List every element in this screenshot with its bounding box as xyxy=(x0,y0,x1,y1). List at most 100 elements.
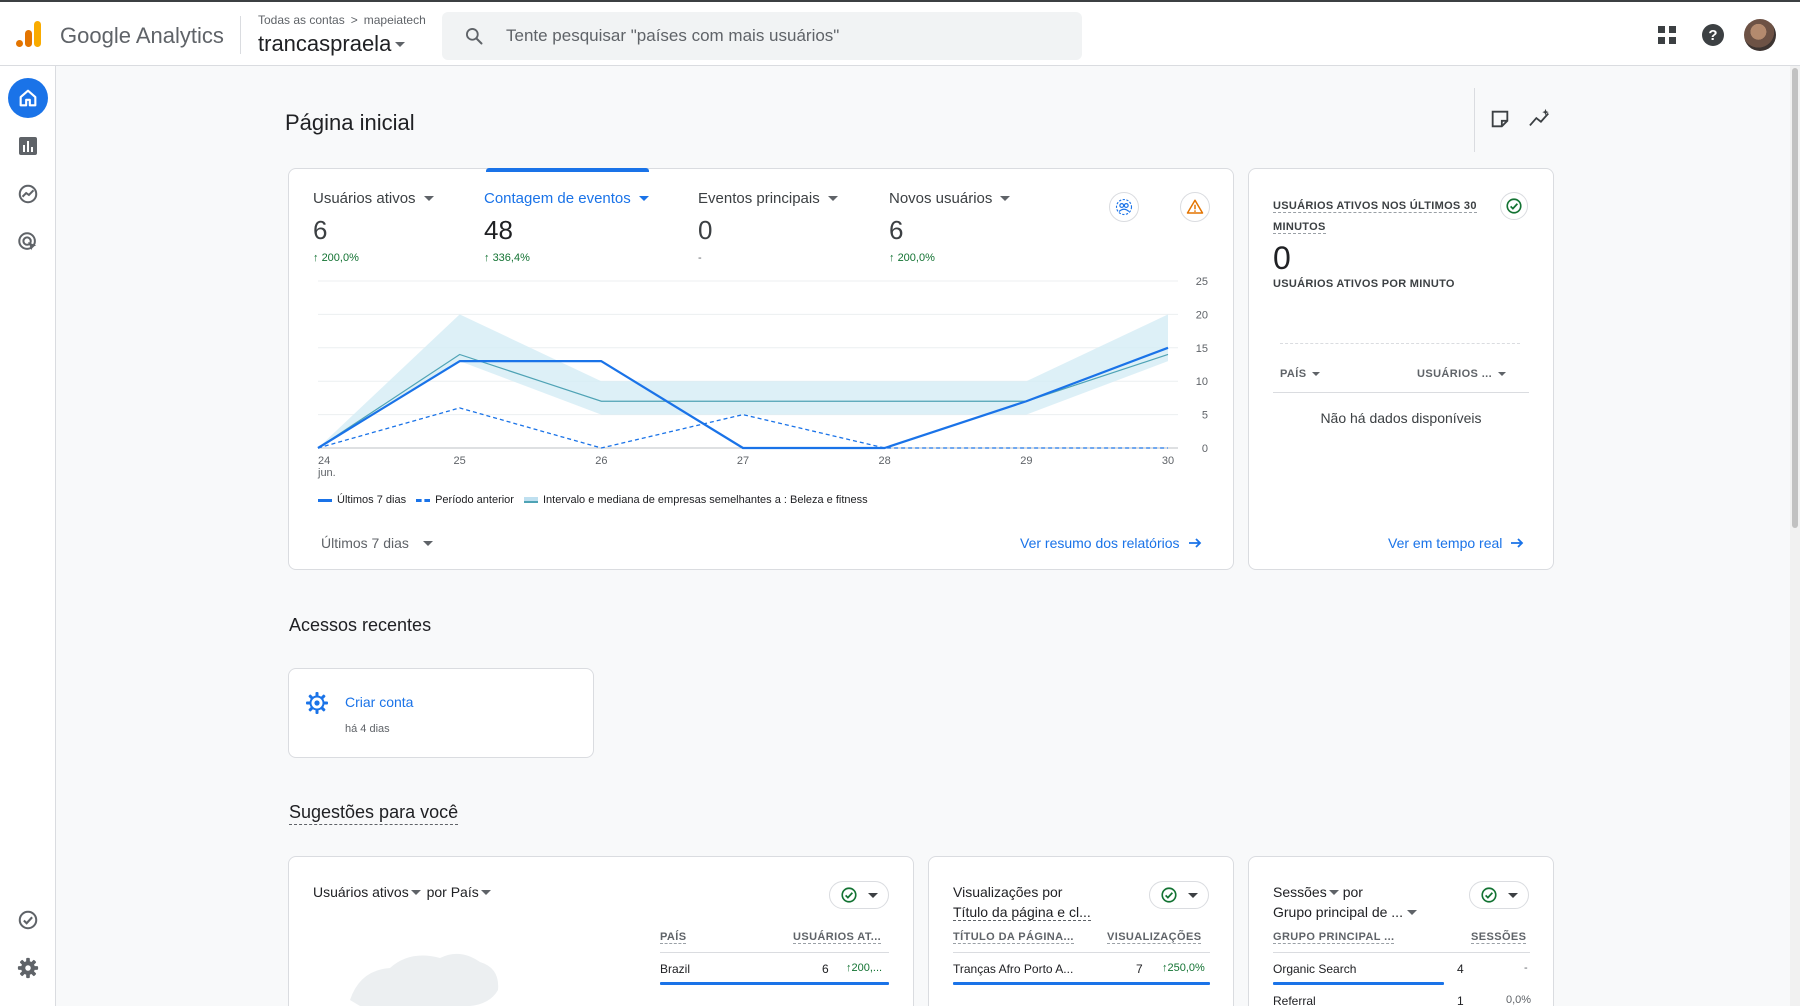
date-range-selector[interactable]: Últimos 7 dias xyxy=(321,535,433,551)
nav-admin-checklist[interactable] xyxy=(8,900,48,940)
help-icon[interactable]: ? xyxy=(1700,22,1726,48)
property-selector[interactable]: trancaspraela xyxy=(258,31,406,57)
table-row-delta: 0,0% xyxy=(1506,994,1532,1006)
metric-value: 6 xyxy=(313,215,328,245)
recent-access-card[interactable] xyxy=(288,668,594,758)
caret-down-icon[interactable] xyxy=(1406,910,1417,915)
metric-active-users[interactable]: Usuários ativos 6 ↑ 200,0% xyxy=(313,190,434,264)
col-label: VISUALIZAÇÕES xyxy=(1107,931,1202,944)
apps-grid-icon[interactable] xyxy=(1654,22,1680,48)
table-row-name: Brazil xyxy=(660,962,691,976)
insights-icon[interactable] xyxy=(1527,106,1553,132)
metric-selector[interactable]: Visualizações por xyxy=(953,884,1063,900)
check-circle-icon xyxy=(841,887,857,903)
table-col-sessions[interactable]: SESSÕES xyxy=(1471,931,1527,944)
realtime-table-rule xyxy=(1273,392,1529,393)
caret-down-icon[interactable] xyxy=(1328,890,1339,895)
world-map xyxy=(350,953,499,1006)
recent-item-label[interactable]: Criar conta xyxy=(345,694,414,710)
breadcrumb-account[interactable]: mapeiatech xyxy=(363,13,426,27)
table-col-country[interactable]: PAÍS xyxy=(660,931,687,944)
col-label: SESSÕES xyxy=(1471,931,1527,944)
active-metric-indicator xyxy=(486,168,649,172)
page-scrollbar[interactable] xyxy=(1790,66,1800,1006)
caret-down-icon[interactable] xyxy=(1000,196,1011,201)
metric-selector[interactable]: Usuários ativos xyxy=(313,884,409,900)
suggestion-card-title[interactable]: Visualizações por Título da página e cl.… xyxy=(953,882,1091,922)
nav-advertising[interactable] xyxy=(8,222,48,262)
nav-home[interactable] xyxy=(8,78,48,118)
recent-item-time: há 4 dias xyxy=(345,723,390,735)
metric-label: Contagem de eventos xyxy=(484,190,631,207)
table-col-views[interactable]: VISUALIZAÇÕES xyxy=(1107,931,1202,944)
realtime-col-country[interactable]: PAÍS xyxy=(1280,368,1321,380)
suggestion-card-title[interactable]: Sessões por Grupo principal de ... xyxy=(1273,882,1417,922)
suggestion-card-title[interactable]: Usuários ativos por País xyxy=(313,882,491,902)
benchmark-button[interactable] xyxy=(1109,192,1139,222)
table-col-users[interactable]: USUÁRIOS AT... xyxy=(793,931,882,944)
caret-down-icon[interactable] xyxy=(827,196,838,201)
delta-value: 200,0% xyxy=(897,252,935,264)
metric-delta: ↑ 200,0% xyxy=(313,252,434,264)
nav-explore[interactable] xyxy=(8,174,48,214)
caret-down-icon xyxy=(1312,372,1321,376)
delta-value: 250,0% xyxy=(1167,962,1205,974)
arrow-right-icon xyxy=(1511,538,1524,548)
user-avatar[interactable] xyxy=(1744,19,1776,51)
scrollbar-thumb[interactable] xyxy=(1792,68,1798,528)
table-row-value: 4 xyxy=(1457,962,1464,976)
notes-icon[interactable] xyxy=(1487,106,1513,132)
dimension-selector[interactable]: Grupo principal de ... xyxy=(1273,904,1403,920)
card-options-pill[interactable] xyxy=(1469,881,1529,909)
metric-event-count[interactable]: Contagem de eventos 48 ↑ 336,4% xyxy=(484,190,649,264)
bar-chart-icon xyxy=(19,137,37,155)
realtime-col-users[interactable]: USUÁRIOS ... xyxy=(1417,368,1507,380)
table-row-delta: ↑200,... xyxy=(846,962,882,974)
caret-down-icon xyxy=(868,892,878,898)
arrow-up-icon: ↑ xyxy=(889,252,895,264)
title-connector: por xyxy=(1342,884,1363,900)
metric-new-users[interactable]: Novos usuários 6 ↑ 200,0% xyxy=(889,190,1011,264)
breadcrumb[interactable]: Todas as contas > mapeiatech xyxy=(258,13,426,27)
caret-down-icon[interactable] xyxy=(423,196,434,201)
nav-settings[interactable] xyxy=(8,948,48,988)
metric-key-events[interactable]: Eventos principais 0 - xyxy=(698,190,838,264)
metric-label: Novos usuários xyxy=(889,190,993,207)
gear-icon xyxy=(17,957,39,979)
legend-swatch-dashed xyxy=(416,498,431,502)
legend-swatch-solid xyxy=(318,498,332,502)
legend-item-benchmark: Intervalo e mediana de empresas semelhan… xyxy=(523,494,868,506)
card-options-pill[interactable] xyxy=(829,881,889,909)
caret-down-icon[interactable] xyxy=(480,890,491,895)
arrow-up-icon: ↑ xyxy=(484,252,490,264)
search-bar[interactable] xyxy=(442,12,1082,60)
col-label: PAÍS xyxy=(660,931,687,944)
dimension-selector[interactable]: por País xyxy=(426,884,479,900)
table-row-name: Tranças Afro Porto A... xyxy=(953,962,1074,976)
caret-down-icon[interactable] xyxy=(638,196,649,201)
check-circle-icon xyxy=(1481,887,1497,903)
google-analytics-logo[interactable] xyxy=(14,19,44,49)
check-circle-icon xyxy=(18,910,38,930)
table-col-channel-group[interactable]: GRUPO PRINCIPAL ... xyxy=(1273,931,1395,944)
dimension-selector[interactable]: Título da página e cl... xyxy=(953,904,1091,921)
card-options-pill[interactable] xyxy=(1149,881,1209,909)
search-input[interactable] xyxy=(506,26,1066,46)
table-col-page-title[interactable]: TÍTULO DA PÁGINA... xyxy=(953,931,1074,944)
table-row-value: 7 xyxy=(1136,962,1143,976)
caret-down-icon[interactable] xyxy=(410,890,421,895)
view-realtime-link[interactable]: Ver em tempo real xyxy=(1388,535,1524,551)
metric-selector[interactable]: Sessões xyxy=(1273,884,1327,900)
breadcrumb-all-accounts[interactable]: Todas as contas xyxy=(258,13,345,27)
brand-name: Google Analytics xyxy=(60,23,224,48)
caret-down-icon xyxy=(1508,892,1518,898)
nav-reports[interactable] xyxy=(8,126,48,166)
property-name: trancaspraela xyxy=(258,31,392,56)
no-data-message: Não há dados disponíveis xyxy=(1320,410,1482,426)
realtime-status-button[interactable] xyxy=(1500,192,1528,220)
header-divider xyxy=(1474,88,1475,152)
anomaly-warning-button[interactable] xyxy=(1180,192,1210,222)
view-reports-link[interactable]: Ver resumo dos relatórios xyxy=(1020,535,1202,551)
arrow-right-icon xyxy=(1188,538,1201,548)
top-bar: Google Analytics Todas as contas > mapeiat… xyxy=(0,0,1800,66)
